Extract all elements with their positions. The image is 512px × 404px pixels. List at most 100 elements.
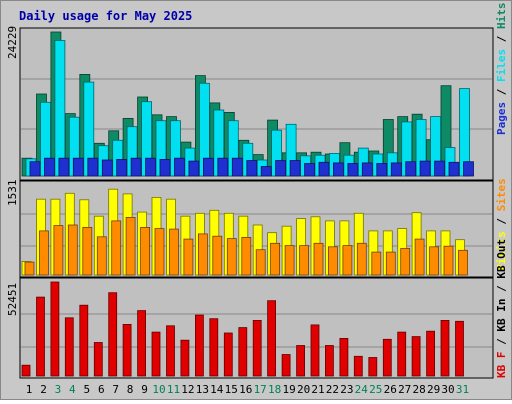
x-tick-label: 20 xyxy=(297,383,310,396)
middle-sites-bar xyxy=(284,245,295,276)
x-tick-label: 24 xyxy=(355,383,369,396)
legend-item-kb-out: KB Out xyxy=(495,239,508,279)
top-pages-bar xyxy=(159,158,171,177)
x-tick-label: 19 xyxy=(282,383,295,396)
bottom-kb-f-bar xyxy=(180,339,190,377)
bottom-kb-f-bar xyxy=(223,332,233,377)
legend-separator: / xyxy=(495,82,508,102)
legend-separator: / xyxy=(495,279,508,299)
bottom-kb-f-bar xyxy=(324,345,334,377)
legend-item-files: Files xyxy=(495,49,508,82)
chart-title: Daily usage for May 2025 xyxy=(19,9,192,23)
x-tick-label: 11 xyxy=(167,383,180,396)
bottom-kb-f-bar xyxy=(455,320,464,377)
x-tick-label: 26 xyxy=(384,383,397,396)
middle-sites-bar xyxy=(241,236,252,276)
x-tick-label: 16 xyxy=(239,383,252,396)
top-pages-bar xyxy=(405,161,417,177)
bottom-kb-f-bar xyxy=(36,296,45,377)
top-pages-bar xyxy=(217,157,229,177)
middle-sites-bar xyxy=(82,226,93,276)
x-axis-labels: 1 2 3 4 5 6 7 8 9 10 11 12 13 14 15 16 17 18 19 20 21 22 23 24 2… xyxy=(26,383,469,396)
middle-max-label: 1531 xyxy=(6,180,19,207)
bottom-kb-f-bar xyxy=(93,342,103,377)
bottom-kb-f-bar xyxy=(339,337,349,377)
bottom-kb-f-bar xyxy=(209,318,219,377)
top-pages-bar xyxy=(231,157,243,177)
middle-sites-bar xyxy=(96,236,107,276)
bottom-kb-f-bar xyxy=(397,331,407,377)
middle-sites-bar xyxy=(458,249,468,276)
bottom-kb-f-bar xyxy=(122,323,132,377)
bottom-kb-f-bar xyxy=(310,324,320,377)
top-pages-bar xyxy=(202,157,214,177)
middle-sites-bar xyxy=(53,225,64,276)
bottom-kb-f-bar xyxy=(281,354,291,377)
top-pages-bar xyxy=(72,157,84,177)
bottom-kb-f-bar xyxy=(21,364,31,377)
middle-sites-bar xyxy=(226,238,237,276)
x-tick-label: 9 xyxy=(141,383,148,396)
x-tick-label: 6 xyxy=(98,383,105,396)
bottom-kb-f-bar xyxy=(64,317,74,377)
top-pages-bar xyxy=(58,157,70,177)
legend-item-visits: Visits xyxy=(495,231,508,271)
top-pages-bar xyxy=(29,161,41,177)
legend-top: Pages / Files / Hits xyxy=(495,3,508,136)
middle-sites-bar xyxy=(24,261,35,276)
legend-text: Pages / Files / Hits xyxy=(495,3,508,136)
x-tick-label: 10 xyxy=(152,383,165,396)
bottom-max-label: 52451 xyxy=(6,283,19,316)
x-tick-label: 15 xyxy=(225,383,238,396)
top-pages-bar xyxy=(289,160,301,177)
top-pages-bar xyxy=(361,162,373,177)
x-tick-label: 18 xyxy=(268,383,281,396)
bottom-kb-f-bar xyxy=(382,338,392,377)
middle-sites-bar xyxy=(342,245,353,276)
top-pages-bar xyxy=(347,163,359,177)
top-pages-bar xyxy=(390,162,402,177)
middle-sites-bar xyxy=(270,242,281,276)
top-pages-bar xyxy=(130,157,142,177)
bottom-kb-f-bar xyxy=(108,292,118,377)
top-pages-bar xyxy=(116,158,128,177)
middle-sites-bar xyxy=(327,246,338,276)
bottom-kb-f-bar xyxy=(194,314,204,377)
middle-sites-bar xyxy=(255,249,266,276)
bottom-kb-f-bar xyxy=(166,325,175,377)
middle-sites-bar xyxy=(140,226,151,276)
x-tick-label: 7 xyxy=(112,383,119,396)
top-pages-bar xyxy=(246,160,258,177)
top-pages-bar xyxy=(304,163,316,177)
bottom-kb-f-bar xyxy=(50,281,60,377)
middle-sites-bar xyxy=(429,246,440,276)
legend-item-kb-f: KB F xyxy=(495,352,508,379)
x-tick-label: 21 xyxy=(311,383,324,396)
x-tick-label: 8 xyxy=(127,383,134,396)
x-tick-label: 29 xyxy=(427,383,440,396)
top-pages-bar xyxy=(188,160,200,177)
top-pages-bar xyxy=(332,162,344,177)
top-files-bar xyxy=(54,40,66,177)
x-tick-label: 2 xyxy=(40,383,47,396)
x-tick-label: 22 xyxy=(326,383,339,396)
x-tick-label: 27 xyxy=(398,383,411,396)
middle-sites-bar xyxy=(183,238,194,276)
legend-item-sites: Sites xyxy=(495,178,508,211)
middle-sites-bar xyxy=(400,248,411,276)
bottom-kb-f-bar xyxy=(353,355,363,377)
middle-sites-bar xyxy=(371,251,382,276)
bottom-kb-f-bar xyxy=(440,319,450,377)
x-tick-label: 31 xyxy=(456,383,469,396)
middle-sites-bar xyxy=(299,245,310,276)
middle-sites-bar xyxy=(212,235,223,276)
top-pages-bar xyxy=(260,166,272,177)
middle-sites-bar xyxy=(356,242,367,276)
legend-text: Visits / Sites xyxy=(495,178,508,271)
bottom-kb-f-bar xyxy=(267,300,277,377)
bottom-kb-f-bar xyxy=(252,319,262,377)
legend-middle: Visits / Sites xyxy=(495,178,508,271)
middle-sites-bar xyxy=(125,216,136,276)
top-pages-bar xyxy=(376,163,388,177)
legend-separator: / xyxy=(495,332,508,352)
